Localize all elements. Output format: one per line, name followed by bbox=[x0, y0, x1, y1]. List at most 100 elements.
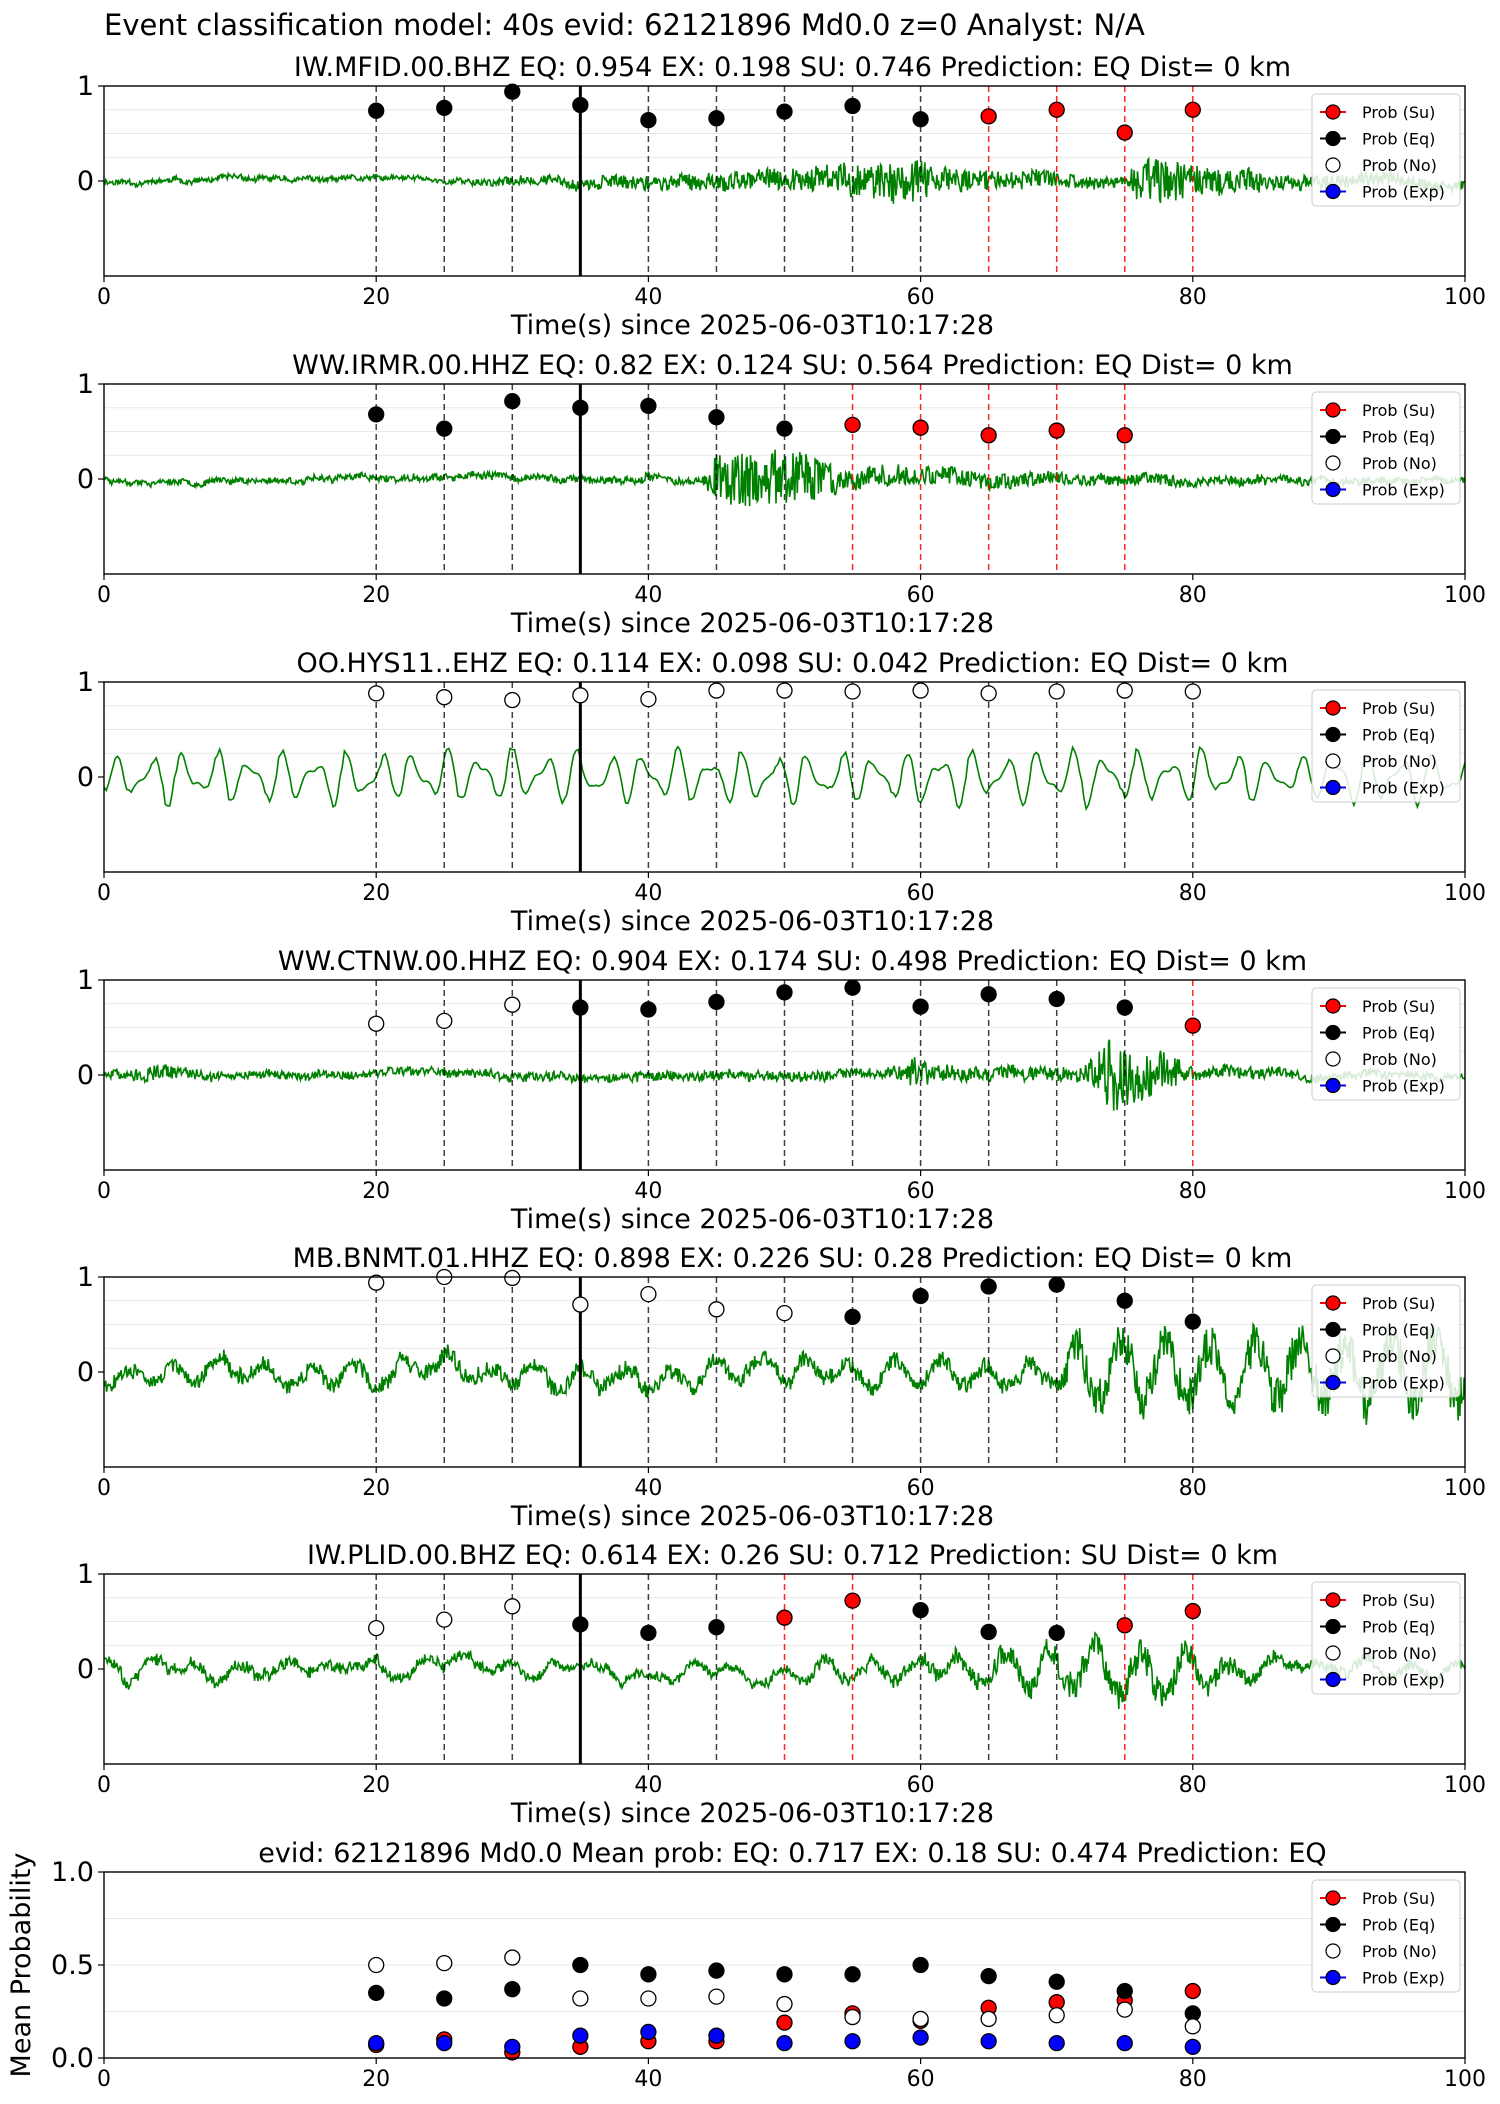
legend-label: Prob (Su) bbox=[1362, 1889, 1435, 1908]
legend: Prob (Su) Prob (Eq) Prob (No) Prob (Exp) bbox=[1311, 1581, 1461, 1695]
data-point bbox=[504, 691, 521, 709]
x-axis-label: Time(s) since 2025-06-03T10:17:28 bbox=[510, 310, 994, 341]
data-point bbox=[640, 1966, 657, 1983]
x-axis-label: Time(s) since 2025-06-03T10:17:28 bbox=[510, 608, 994, 639]
data-point bbox=[640, 1624, 657, 1642]
x-axis-label: Time(s) since 2025-06-03T10:17:28 bbox=[510, 1204, 994, 1235]
data-point bbox=[1116, 124, 1133, 141]
x-axis-label: Time(s) since 2025-06-03T10:17:28 bbox=[510, 1798, 994, 1829]
data-point bbox=[572, 1296, 589, 1313]
data-point bbox=[980, 108, 997, 125]
x-tick-label: 60 bbox=[907, 2067, 935, 2092]
subplot-4: WW.CTNW.00.HHZ EQ: 0.904 EX: 0.174 SU: 0… bbox=[77, 946, 1486, 1235]
data-point bbox=[436, 1954, 453, 1972]
data-point bbox=[980, 2033, 997, 2050]
data-point bbox=[1116, 1292, 1133, 1309]
data-point bbox=[436, 1012, 453, 1029]
subplot-title: WW.CTNW.00.HHZ EQ: 0.904 EX: 0.174 SU: 0… bbox=[278, 946, 1307, 977]
x-tick-label: 80 bbox=[1179, 583, 1207, 608]
data-point bbox=[912, 1287, 929, 1305]
data-point bbox=[912, 2010, 929, 2028]
legend-marker bbox=[1325, 726, 1341, 743]
y-tick-label: 1 bbox=[77, 667, 94, 698]
y-tick-label: 0.5 bbox=[51, 1950, 94, 1981]
x-tick-label: 20 bbox=[362, 1476, 390, 1501]
legend-marker bbox=[1325, 481, 1341, 498]
data-point bbox=[708, 1301, 725, 1318]
data-point bbox=[1184, 1313, 1201, 1330]
legend-label: Prob (Exp) bbox=[1362, 481, 1445, 500]
data-point bbox=[980, 1623, 997, 1641]
data-point bbox=[1184, 2018, 1201, 2035]
data-point bbox=[980, 986, 997, 1003]
data-point bbox=[776, 1995, 793, 2013]
data-point bbox=[1116, 1982, 1133, 2000]
data-point bbox=[436, 1611, 453, 1628]
x-tick-label: 60 bbox=[907, 285, 935, 310]
data-point bbox=[1048, 1973, 1065, 1990]
data-point bbox=[912, 1601, 929, 1619]
data-point bbox=[912, 111, 929, 128]
x-tick-label: 20 bbox=[362, 583, 390, 608]
subplot-6: IW.PLID.00.BHZ EQ: 0.614 EX: 0.26 SU: 0.… bbox=[77, 1540, 1486, 1829]
x-tick-label: 20 bbox=[362, 2067, 390, 2092]
data-point bbox=[776, 1966, 793, 1983]
legend: Prob (Su) Prob (Eq) Prob (No) Prob (Exp) bbox=[1311, 689, 1461, 803]
data-point bbox=[368, 1984, 385, 2002]
x-tick-label: 80 bbox=[1179, 1773, 1207, 1798]
figure-suptitle: Event classification model: 40s evid: 62… bbox=[104, 8, 1145, 42]
x-tick-label: 40 bbox=[634, 1773, 662, 1798]
data-point bbox=[640, 690, 657, 708]
y-axis-label: Mean Probability bbox=[6, 1853, 37, 2078]
data-point bbox=[844, 97, 861, 115]
plot-area bbox=[104, 384, 1465, 574]
data-point bbox=[708, 1619, 725, 1636]
data-point bbox=[980, 427, 997, 444]
legend-marker bbox=[1325, 1051, 1341, 1067]
data-point bbox=[436, 420, 453, 437]
legend-label: Prob (Exp) bbox=[1362, 1077, 1445, 1096]
subplot-title: WW.IRMR.00.HHZ EQ: 0.82 EX: 0.124 SU: 0.… bbox=[292, 350, 1293, 381]
data-point bbox=[640, 1001, 657, 1018]
data-point bbox=[1048, 101, 1065, 118]
legend-box bbox=[1311, 987, 1461, 1101]
x-tick-label: 0 bbox=[97, 1773, 111, 1798]
x-tick-label: 0 bbox=[97, 285, 111, 310]
legend-label: Prob (No) bbox=[1362, 1644, 1437, 1663]
data-point bbox=[1048, 2007, 1065, 2024]
legend-marker bbox=[1325, 753, 1341, 769]
data-point bbox=[708, 682, 725, 699]
legend: Prob (Su) Prob (Eq) Prob (No) Prob (Exp) bbox=[1311, 93, 1461, 207]
data-point bbox=[572, 1616, 589, 1633]
x-tick-label: 100 bbox=[1444, 1773, 1486, 1798]
x-tick-label: 40 bbox=[634, 583, 662, 608]
x-tick-label: 100 bbox=[1444, 881, 1486, 906]
data-point bbox=[776, 1304, 793, 1322]
x-tick-label: 60 bbox=[907, 583, 935, 608]
data-point bbox=[1116, 1617, 1133, 1634]
data-point bbox=[504, 1598, 521, 1615]
data-point bbox=[640, 1990, 657, 2007]
x-tick-label: 0 bbox=[97, 2067, 111, 2092]
x-axis-label: Time(s) since 2025-06-03T10:17:28 bbox=[510, 1501, 994, 1532]
legend-marker bbox=[1325, 1890, 1341, 1906]
data-point bbox=[504, 1981, 521, 1998]
legend-label: Prob (No) bbox=[1362, 1942, 1437, 1961]
y-tick-label: 1 bbox=[77, 71, 94, 102]
legend: Prob (Su) Prob (Eq) Prob (No) Prob (Exp) bbox=[1311, 391, 1461, 505]
data-point bbox=[1048, 1276, 1065, 1293]
y-tick-label: 0.0 bbox=[51, 2043, 94, 2074]
subplot-title: OO.HYS11..EHZ EQ: 0.114 EX: 0.098 SU: 0.… bbox=[297, 648, 1289, 679]
data-point bbox=[436, 99, 453, 116]
x-tick-label: 60 bbox=[907, 881, 935, 906]
legend-label: Prob (Exp) bbox=[1362, 779, 1445, 798]
subplot-title: IW.PLID.00.BHZ EQ: 0.614 EX: 0.26 SU: 0.… bbox=[307, 1540, 1278, 1571]
y-tick-label: 1 bbox=[77, 369, 94, 400]
legend-label: Prob (Su) bbox=[1362, 1591, 1435, 1610]
legend: Prob (Su) Prob (Eq) Prob (No) Prob (Exp) bbox=[1311, 1284, 1461, 1398]
data-point bbox=[640, 1285, 657, 1303]
data-point bbox=[980, 685, 997, 702]
data-point bbox=[1048, 422, 1065, 439]
data-point bbox=[844, 2008, 861, 2026]
legend-marker bbox=[1325, 1916, 1341, 1933]
